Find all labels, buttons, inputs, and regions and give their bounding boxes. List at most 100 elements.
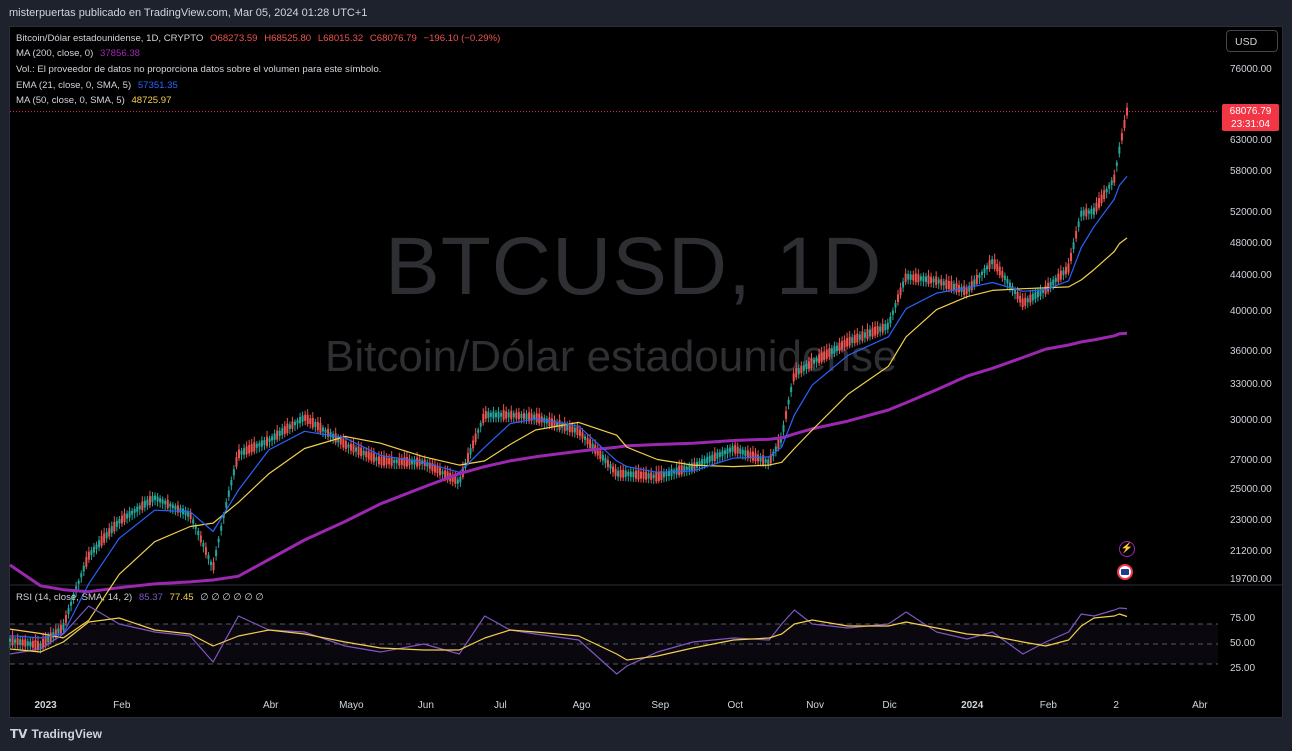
candle-body bbox=[563, 422, 566, 432]
candle-body bbox=[271, 436, 274, 441]
candle-body bbox=[405, 457, 408, 467]
candle-body bbox=[833, 346, 836, 354]
chart-frame[interactable] bbox=[9, 26, 1283, 718]
candle-body bbox=[1003, 275, 1006, 281]
candle-body bbox=[14, 639, 17, 643]
candle-body bbox=[907, 273, 910, 280]
candle-body bbox=[169, 503, 172, 507]
tradingview-logo[interactable]: 𝗧𝗩 TradingView bbox=[10, 727, 102, 741]
candle-body bbox=[344, 440, 347, 450]
candle-body bbox=[680, 465, 683, 475]
time-tick-label: Oct bbox=[727, 700, 744, 711]
time-tick-label: Dic bbox=[882, 700, 897, 711]
candle-body bbox=[853, 335, 856, 344]
candle-body bbox=[980, 271, 983, 276]
candle-body bbox=[988, 260, 991, 269]
candle-body bbox=[1075, 231, 1078, 239]
candle-body bbox=[296, 420, 299, 424]
candle-body bbox=[110, 526, 113, 534]
candle-body bbox=[304, 414, 307, 421]
candle-body bbox=[439, 467, 442, 476]
candle-body bbox=[889, 316, 892, 324]
candle-body bbox=[416, 457, 419, 467]
legend-rsi-label[interactable]: RSI (14, close, SMA, 14, 2) bbox=[16, 592, 133, 603]
legend-ma200-label[interactable]: MA (200, close, 0) bbox=[16, 48, 94, 59]
candle-body bbox=[568, 424, 571, 433]
candle-body bbox=[876, 326, 879, 335]
candle-body bbox=[166, 499, 169, 509]
lightning-icon[interactable]: ⚡ bbox=[1119, 541, 1135, 557]
candle-body bbox=[400, 458, 403, 465]
candle-body bbox=[1098, 198, 1101, 208]
candle-body bbox=[1029, 294, 1032, 303]
time-tick-label: Ago bbox=[572, 700, 591, 711]
candle-body bbox=[1021, 298, 1024, 308]
candle-body bbox=[131, 510, 134, 515]
candle-body bbox=[1049, 281, 1052, 288]
price-tick-label: 27000.00 bbox=[1230, 454, 1272, 466]
candle-body bbox=[220, 525, 223, 531]
candle-body bbox=[535, 413, 538, 423]
candle-body bbox=[115, 520, 118, 528]
candle-body bbox=[352, 444, 355, 453]
rsi-line bbox=[9, 605, 1128, 675]
candle-body bbox=[482, 413, 485, 424]
candle-body bbox=[601, 454, 604, 461]
candle-body bbox=[634, 470, 637, 479]
candle-body bbox=[942, 281, 945, 286]
legend-ema21-label[interactable]: EMA (21, close, 0, SMA, 5) bbox=[16, 80, 132, 91]
candle-body bbox=[1095, 202, 1098, 212]
candle-body bbox=[316, 422, 319, 431]
candle-body bbox=[176, 505, 179, 513]
candle-body bbox=[927, 275, 930, 285]
candle-body bbox=[665, 471, 668, 477]
candle-body bbox=[210, 561, 213, 566]
candle-body bbox=[197, 530, 200, 536]
candle-body bbox=[1006, 278, 1009, 284]
legend-ma50-label[interactable]: MA (50, close, 0, SMA, 5) bbox=[16, 95, 125, 106]
legend-ma200-value: 37856.38 bbox=[100, 48, 141, 59]
candle-body bbox=[1110, 180, 1113, 185]
candle-body bbox=[253, 442, 256, 452]
candle-body bbox=[762, 455, 765, 465]
candle-body bbox=[517, 412, 520, 420]
candle-body bbox=[113, 522, 116, 532]
candle-body bbox=[914, 273, 917, 283]
candle-body bbox=[380, 456, 383, 466]
candle-body bbox=[24, 639, 27, 647]
candle-body bbox=[573, 427, 576, 433]
candle-body bbox=[72, 593, 75, 600]
candle-body bbox=[67, 608, 70, 615]
candle-body bbox=[856, 333, 859, 343]
candle-body bbox=[904, 273, 907, 282]
candle-body bbox=[960, 286, 963, 292]
candle-body bbox=[550, 418, 553, 427]
candle-body bbox=[642, 471, 645, 479]
candle-body bbox=[505, 411, 508, 419]
candle-body bbox=[729, 447, 732, 453]
candle-body bbox=[937, 279, 940, 284]
candle-body bbox=[627, 471, 630, 476]
candle-body bbox=[858, 334, 861, 340]
candle-body bbox=[360, 447, 363, 457]
candle-body bbox=[955, 283, 958, 293]
candle-body bbox=[1026, 298, 1029, 303]
candle-body bbox=[835, 345, 838, 351]
candle-body bbox=[1092, 207, 1095, 215]
candle-body bbox=[823, 351, 826, 360]
candle-body bbox=[558, 420, 561, 431]
candle-body bbox=[108, 528, 111, 537]
candle-body bbox=[993, 259, 996, 270]
currency-button[interactable]: USD bbox=[1226, 30, 1278, 52]
candle-body bbox=[339, 438, 342, 445]
candle-body bbox=[838, 342, 841, 351]
candle-body bbox=[301, 415, 304, 422]
candle-body bbox=[553, 419, 556, 427]
candle-body bbox=[652, 474, 655, 478]
candle-body bbox=[469, 448, 472, 455]
us-flag-icon[interactable] bbox=[1117, 564, 1133, 580]
candle-body bbox=[1054, 277, 1057, 283]
candle-body bbox=[965, 288, 968, 295]
candle-body bbox=[879, 326, 882, 332]
